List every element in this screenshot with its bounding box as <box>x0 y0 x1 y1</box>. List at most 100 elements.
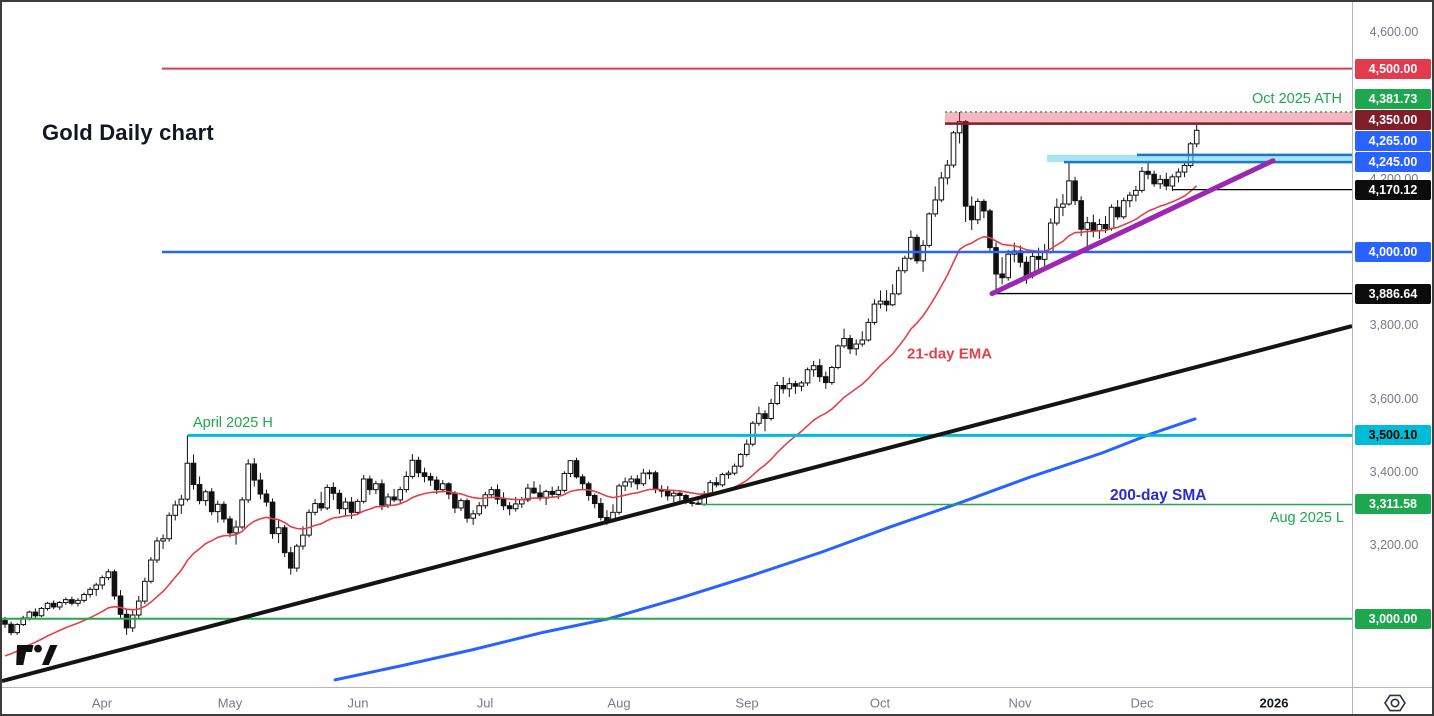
candle-body <box>768 402 774 419</box>
candle-body <box>1120 200 1127 218</box>
candle-body <box>324 486 331 509</box>
candle-body <box>281 527 288 554</box>
axis-corner <box>1352 688 1432 714</box>
candle-body <box>640 472 647 485</box>
candle-body <box>69 599 75 604</box>
candle-body <box>117 595 124 615</box>
candle-body <box>257 479 264 495</box>
time-axis-label: Jul <box>476 695 494 710</box>
candle-body <box>221 503 227 520</box>
candle-body <box>792 383 799 387</box>
candle-body <box>889 293 896 306</box>
candle-body <box>579 476 586 485</box>
candle-body <box>1035 255 1042 260</box>
candle-body <box>233 526 239 534</box>
candle-body <box>446 483 452 495</box>
candle-body <box>999 273 1005 279</box>
candle-body <box>391 496 397 501</box>
candle-body <box>743 443 750 455</box>
price-badge: 3,500.10 <box>1355 425 1431 446</box>
candle-body <box>379 483 385 506</box>
candle-body <box>275 527 282 535</box>
candle-body <box>962 120 969 207</box>
candle-body <box>810 365 817 371</box>
candle-body <box>123 613 130 629</box>
candle-body <box>1072 180 1078 202</box>
candle-body <box>464 500 470 519</box>
candle-body <box>1151 173 1157 185</box>
time-axis-label: May <box>217 695 243 710</box>
price-axis[interactable]: 4,600.004,200.003,800.003,600.003,400.00… <box>1352 2 1432 687</box>
candle-body <box>306 511 312 536</box>
candle-body <box>458 500 464 509</box>
candle-body <box>403 475 410 491</box>
candle-body <box>421 472 428 477</box>
candle-body <box>470 513 476 519</box>
candle-body <box>950 132 957 166</box>
candle-body <box>519 499 525 505</box>
candle-body <box>835 345 841 369</box>
candlestick-series <box>2 112 1200 636</box>
page-title: Gold Daily chart <box>42 120 214 145</box>
candle-body <box>731 465 738 474</box>
candle-body <box>646 472 653 475</box>
candle-body <box>367 478 373 491</box>
candle-body <box>975 200 981 221</box>
trendline-long-term-uptrend[interactable] <box>2 324 1352 683</box>
candle-body <box>433 479 440 491</box>
candle-body <box>719 474 726 486</box>
trendline-short-term-uptrend[interactable] <box>989 158 1276 297</box>
candle-body <box>178 498 185 506</box>
resistance-zone-4245-4265-zone[interactable] <box>1047 154 1352 163</box>
candle-body <box>877 300 884 305</box>
price-axis-tick: 4,600.00 <box>1369 25 1419 39</box>
candle-body <box>99 577 106 586</box>
candle-body <box>208 491 215 513</box>
candle-body <box>50 602 57 608</box>
candle-body <box>397 489 403 501</box>
candle-body <box>671 492 677 497</box>
time-axis-label: Nov <box>1008 695 1032 710</box>
candle-body <box>798 382 805 387</box>
candle-body <box>883 300 890 306</box>
candle-body <box>829 367 835 384</box>
candle-body <box>871 303 878 323</box>
time-axis-label: Oct <box>869 695 891 710</box>
candle-body <box>1066 180 1072 205</box>
price-axis-tick: 3,400.00 <box>1369 465 1419 480</box>
price-badge: 3,000.00 <box>1355 608 1431 629</box>
candle-body <box>561 472 568 491</box>
candle-body <box>1090 222 1097 232</box>
candle-body <box>215 503 221 513</box>
candle-body <box>245 463 251 501</box>
publish-eye-icon[interactable] <box>1382 692 1408 714</box>
candle-body <box>160 538 166 542</box>
candle-body <box>981 200 987 212</box>
candle-body <box>330 486 337 494</box>
candle-body <box>926 213 932 246</box>
price-badge: 4,170.12 <box>1355 179 1431 200</box>
candle-body <box>111 571 118 597</box>
candle-body <box>823 376 829 384</box>
time-axis[interactable]: Apr May Jun Jul Aug Sep Oct Nov Dec 2026 <box>2 687 1432 714</box>
candle-body <box>142 580 148 602</box>
candle-body <box>895 270 902 295</box>
candle-body <box>914 236 920 262</box>
candle-body <box>549 490 556 495</box>
candle-body <box>804 369 811 384</box>
candle-body <box>1005 253 1012 279</box>
candle-body <box>476 505 483 515</box>
candle-body <box>300 534 306 547</box>
candle-body <box>1114 206 1121 218</box>
candle-body <box>1054 206 1060 224</box>
candle-body <box>166 514 172 540</box>
supply-zone-4350-4381-zone[interactable] <box>945 112 1352 124</box>
candle-body <box>750 422 756 445</box>
candle-body <box>360 478 367 502</box>
candle-body <box>239 499 245 528</box>
candle-body <box>488 489 495 496</box>
candle-body <box>756 413 762 424</box>
candle-body <box>385 496 391 506</box>
candle-body <box>409 459 416 477</box>
